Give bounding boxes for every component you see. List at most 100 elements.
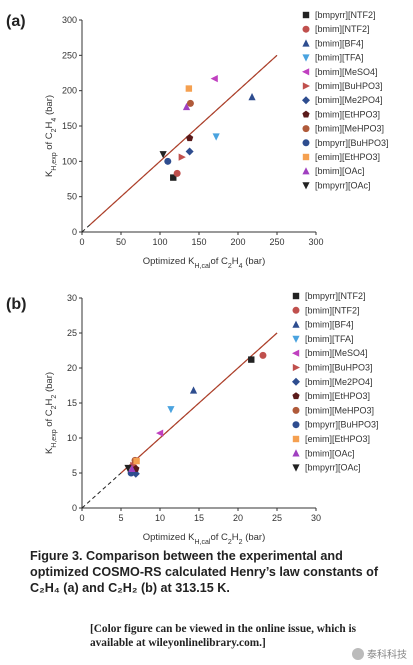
legend-marker — [302, 182, 310, 190]
legend-label: [bmim][Me2PO4] — [315, 95, 383, 105]
data-point — [164, 157, 172, 165]
x-tick-label: 300 — [308, 237, 323, 247]
legend-label: [bmim][BuHPO3] — [315, 81, 383, 91]
legend-label: [emim][EtHPO3] — [305, 434, 370, 444]
legend-label: [bmim][OAc] — [315, 166, 365, 176]
data-point — [170, 174, 177, 181]
x-axis-label: Optimized KH,calof C2H4 (bar) — [143, 256, 266, 270]
wechat-icon — [352, 648, 364, 660]
data-point — [185, 147, 194, 156]
chart-panel-b: (b) 0 5 10 15 20 25 30 0 5 10 15 20 25 30 Optimized KH,… — [6, 291, 379, 545]
legend-marker — [292, 306, 300, 314]
y-axis-label: KH,exp of C2H2 (bar) — [44, 372, 58, 454]
data-point — [182, 102, 191, 111]
legend-marker — [292, 406, 300, 414]
legend-marker — [292, 464, 300, 472]
y-tick-label: 300 — [62, 15, 77, 25]
y-tick-label: 25 — [67, 328, 77, 338]
legend-label: [bmim][OAc] — [305, 448, 355, 458]
legend-marker — [292, 377, 300, 386]
legend-marker — [292, 292, 300, 300]
legend-marker — [292, 435, 300, 443]
data-point — [186, 134, 194, 142]
legend-marker — [302, 39, 310, 47]
data-point — [259, 351, 267, 359]
watermark-text: 泰科科技 — [367, 650, 407, 661]
legend-marker — [302, 139, 310, 147]
data-point — [156, 429, 164, 437]
legend-marker — [292, 392, 300, 400]
legend-marker — [292, 349, 300, 357]
data-point — [178, 153, 186, 161]
legend-marker — [302, 167, 310, 175]
fit-line — [120, 332, 278, 474]
y-tick-label: 100 — [62, 156, 77, 166]
legend-label: [bmpyrr][OAc] — [315, 180, 371, 190]
x-tick-label: 100 — [152, 237, 167, 247]
legend-label: [bmim][BuHPO3] — [305, 363, 373, 373]
data-point — [186, 99, 194, 107]
legend-marker — [302, 96, 310, 105]
x-tick-label: 20 — [233, 513, 243, 523]
legend-marker — [302, 25, 310, 33]
legend-label: [bmim][EtHPO3] — [305, 391, 370, 401]
legend-label: [bmim][NTF2] — [305, 305, 360, 315]
x-tick-label: 5 — [118, 513, 123, 523]
data-point — [133, 457, 140, 465]
legend-marker — [292, 363, 300, 372]
legend-label: [bmim][MeHPO3] — [305, 405, 374, 415]
legend-label: [bmim][BF4] — [305, 320, 354, 330]
chart-panel-a: (a) 0 50 100 150 200 250 300 0 50 100 150 200 250 300 O… — [6, 10, 389, 270]
legend-marker — [292, 421, 300, 429]
legend-marker — [302, 68, 310, 76]
data-point — [124, 464, 132, 473]
x-tick-label: 50 — [116, 237, 126, 247]
y-tick-label: 5 — [72, 468, 77, 478]
legend-label: [bmim][MeHPO3] — [315, 124, 384, 134]
watermark: 泰科科技 — [352, 646, 407, 661]
data-point — [248, 356, 255, 363]
data-point — [128, 464, 136, 472]
x-tick-label: 0 — [79, 237, 84, 247]
y-tick-label: 0 — [72, 503, 77, 513]
y-tick-label: 30 — [67, 293, 77, 303]
data-point — [248, 93, 256, 101]
data-point — [185, 85, 193, 92]
data-point — [173, 169, 181, 177]
y-tick-label: 150 — [62, 121, 77, 131]
legend-marker — [292, 449, 300, 457]
y-tick-label: 15 — [67, 398, 77, 408]
x-tick-label: 15 — [194, 513, 204, 523]
legend-marker — [302, 54, 310, 62]
panel-label: (b) — [6, 296, 26, 313]
legend-label: [bmim][TFA] — [315, 53, 364, 63]
legend-label: [bmim][TFA] — [305, 334, 354, 344]
legend-label: [bmim][EtHPO3] — [315, 109, 380, 119]
x-axis-label: Optimized KH,calof C2H2 (bar) — [143, 532, 266, 545]
y-tick-label: 250 — [62, 50, 77, 60]
data-point — [167, 406, 175, 414]
x-tick-label: 250 — [269, 237, 284, 247]
legend-marker — [302, 153, 310, 161]
legend-marker — [302, 110, 310, 118]
legend-label: [bmpyrr][BuHPO3] — [305, 420, 379, 430]
legend-label: [bmim][MeSO4] — [305, 348, 368, 358]
legend-label: [bmim][NTF2] — [315, 24, 370, 34]
legend-label: [bmim][Me2PO4] — [305, 377, 373, 387]
y-tick-label: 200 — [62, 86, 77, 96]
fit-line — [89, 54, 278, 226]
figure-caption: Figure 3. Comparison between the experim… — [30, 549, 379, 595]
legend-label: [bmim][MeSO4] — [315, 67, 378, 77]
y-tick-label: 10 — [67, 433, 77, 443]
x-tick-label: 150 — [191, 237, 206, 247]
y-tick-label: 0 — [72, 227, 77, 237]
x-tick-label: 10 — [155, 513, 165, 523]
y-tick-label: 50 — [67, 192, 77, 202]
legend-label: [bmim][BF4] — [315, 38, 364, 48]
color-note: [Color figure can be viewed in the onlin… — [90, 623, 357, 649]
legend-label: [bmpyrr][OAc] — [305, 463, 361, 473]
panel-label: (a) — [6, 13, 26, 30]
x-tick-label: 30 — [311, 513, 321, 523]
data-point — [159, 151, 167, 159]
y-axis-label: KH,exp of C2H4 (bar) — [44, 95, 58, 177]
